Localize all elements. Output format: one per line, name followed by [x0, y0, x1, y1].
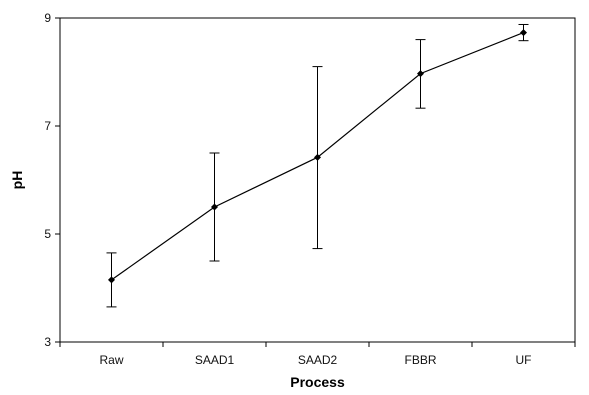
y-tick-label: 5: [44, 227, 51, 241]
x-tick-label: Raw: [99, 353, 123, 367]
y-tick-labels: 3 5 7 9: [44, 11, 51, 349]
data-point-marker: [520, 29, 527, 37]
y-axis-title: pH: [9, 171, 25, 190]
data-point-marker: [211, 203, 218, 211]
x-tick-label: FBBR: [404, 353, 436, 367]
data-point-marker: [314, 153, 321, 161]
x-tick-marks: [59, 342, 576, 347]
data-point-marker: [417, 70, 424, 78]
x-tick-label: SAAD1: [195, 353, 235, 367]
y-tick-label: 7: [44, 119, 51, 133]
y-tick-label: 3: [44, 335, 51, 349]
y-tick-marks: [55, 17, 60, 343]
data-points: [108, 29, 527, 284]
error-bars: [106, 23, 529, 308]
y-tick-label: 9: [44, 11, 51, 25]
data-point-marker: [108, 276, 115, 284]
x-tick-label: UF: [516, 353, 532, 367]
x-axis-title: Process: [290, 374, 345, 390]
x-tick-label: SAAD2: [298, 353, 338, 367]
x-tick-labels: Raw SAAD1 SAAD2 FBBR UF: [99, 353, 531, 367]
plot-frame: [59, 17, 576, 343]
